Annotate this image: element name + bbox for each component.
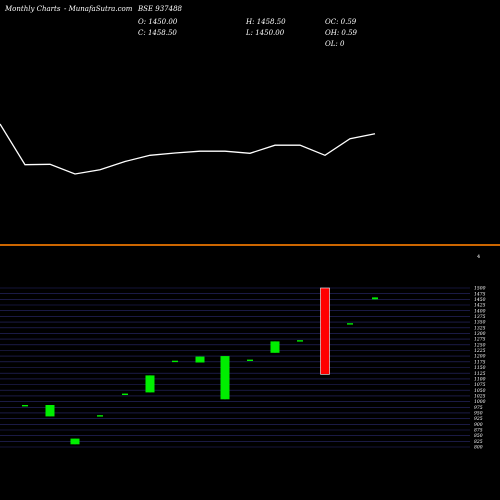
candle-body xyxy=(45,405,55,417)
y-tick-label: 1075 xyxy=(474,382,486,388)
candle-body xyxy=(122,393,128,395)
y-tick-label: 1475 xyxy=(474,291,486,297)
candle-body xyxy=(297,340,303,342)
low-value: L: 1450.00 xyxy=(246,29,285,37)
y-tick-label: 1375 xyxy=(474,314,486,320)
y-tick-label: 800 xyxy=(474,445,483,451)
y-tick-label: 1350 xyxy=(474,320,486,326)
ol-value: OL: 0 xyxy=(325,40,345,48)
symbol-label: BSE 937488 xyxy=(138,5,182,13)
candle-body xyxy=(347,323,353,325)
y-tick-label: 850 xyxy=(474,433,483,439)
y-tick-label: 825 xyxy=(474,439,483,445)
candle-body xyxy=(22,405,28,407)
candle-body xyxy=(220,356,230,400)
y-tick-label: 1100 xyxy=(474,377,486,383)
open-value: O: 1450.00 xyxy=(138,18,178,26)
y-tick-label: 1150 xyxy=(474,365,486,371)
candle-body xyxy=(372,297,378,300)
y-tick-label: 1300 xyxy=(474,331,486,337)
y-tick-label: 1275 xyxy=(474,337,486,343)
candle-body xyxy=(145,375,155,393)
y-tick-label: 1450 xyxy=(474,297,486,303)
candle-body xyxy=(97,415,103,417)
y-tick-label: 1125 xyxy=(474,371,486,377)
y-tick-label: 1050 xyxy=(474,388,486,394)
marker-label: 4 xyxy=(477,254,480,260)
y-tick-label: 950 xyxy=(474,411,483,417)
y-tick-label: 1500 xyxy=(474,286,486,292)
y-tick-label: 1000 xyxy=(474,399,486,405)
y-tick-label: 1325 xyxy=(474,325,486,331)
y-tick-label: 1425 xyxy=(474,303,486,309)
oc-value: OC: 0.59 xyxy=(325,18,357,26)
high-value: H: 1458.50 xyxy=(246,18,286,26)
candle-body xyxy=(320,287,330,375)
brand-label: - MunafaSutra.com xyxy=(64,5,133,13)
candle-body xyxy=(172,360,178,363)
y-tick-label: 925 xyxy=(474,416,483,422)
y-tick-label: 875 xyxy=(474,428,483,434)
y-tick-label: 975 xyxy=(474,405,483,411)
close-value: C: 1458.50 xyxy=(138,29,177,37)
oh-value: OH: 0.59 xyxy=(325,29,358,37)
candle-body xyxy=(195,356,205,363)
y-tick-label: 1225 xyxy=(474,348,486,354)
y-tick-label: 1400 xyxy=(474,308,486,314)
y-tick-label: 1250 xyxy=(474,342,486,348)
site-title: Monthly Charts xyxy=(5,5,61,13)
candle-body xyxy=(247,359,253,361)
y-tick-label: 1025 xyxy=(474,394,486,400)
y-tick-label: 1200 xyxy=(474,354,486,360)
y-tick-label: 1175 xyxy=(474,359,486,365)
y-tick-label: 900 xyxy=(474,422,483,428)
candle-body xyxy=(70,438,80,445)
indicator-line xyxy=(0,123,376,175)
candle-body xyxy=(270,341,280,353)
